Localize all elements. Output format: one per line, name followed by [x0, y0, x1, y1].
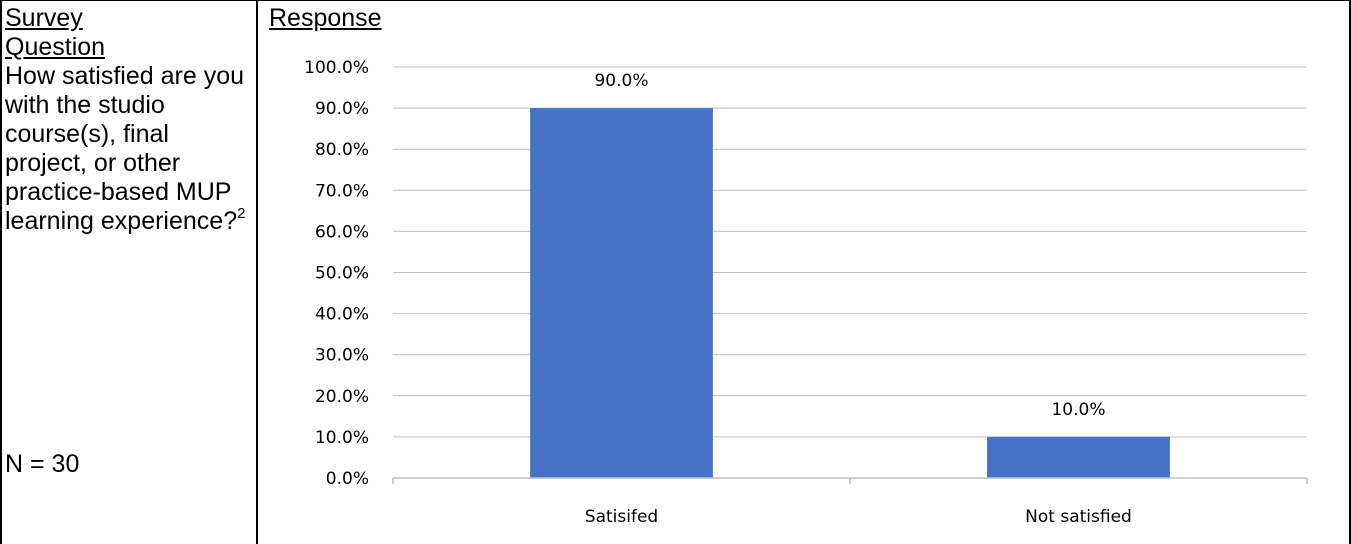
question-block: How satisfied are you with the studio co… — [5, 62, 250, 236]
y-tick-label: 80.0% — [315, 140, 369, 160]
y-tick-label: 20.0% — [315, 387, 369, 407]
footnote-marker: 2 — [237, 204, 246, 222]
question-text-body: How satisfied are you with the studio co… — [5, 62, 245, 235]
y-axis-tick-labels: 0.0% 10.0% 20.0% 30.0% 40.0% 50.0% 60.0% 70.0% 8… — [304, 58, 369, 489]
bar — [987, 436, 1170, 478]
survey-question-header: Survey Question — [5, 4, 105, 62]
table-right-border — [1349, 0, 1351, 544]
y-tick-label: 90.0% — [315, 99, 369, 119]
table-top-border — [0, 0, 1351, 1]
x-category-label: Not satisfied — [1025, 507, 1132, 527]
y-tick-label: 30.0% — [315, 346, 369, 366]
y-tick-label: 0.0% — [326, 469, 369, 489]
y-tick-label: 60.0% — [315, 222, 369, 242]
table-column-divider — [256, 0, 258, 544]
bars — [530, 108, 1170, 478]
x-category-label: Satisifed — [585, 507, 658, 527]
y-tick-label: 70.0% — [315, 181, 369, 201]
data-labels: 90.0% 10.0% — [594, 71, 1105, 420]
response-header: Response — [269, 4, 382, 32]
y-tick-label: 50.0% — [315, 264, 369, 284]
table-left-border — [0, 0, 2, 544]
question-text: How satisfied are you with the studio co… — [5, 62, 250, 236]
header-line-survey: Survey — [5, 4, 83, 32]
header-line-question: Question — [5, 33, 106, 61]
sample-size: N = 30 — [5, 450, 80, 478]
y-tick-label: 40.0% — [315, 305, 369, 325]
x-axis: Satisifed Not satisfied — [392, 477, 1308, 527]
y-tick-label: 10.0% — [315, 428, 369, 448]
data-label: 10.0% — [1051, 400, 1105, 420]
data-label: 90.0% — [594, 71, 648, 91]
y-tick-label: 100.0% — [304, 58, 369, 78]
bar — [530, 108, 713, 478]
